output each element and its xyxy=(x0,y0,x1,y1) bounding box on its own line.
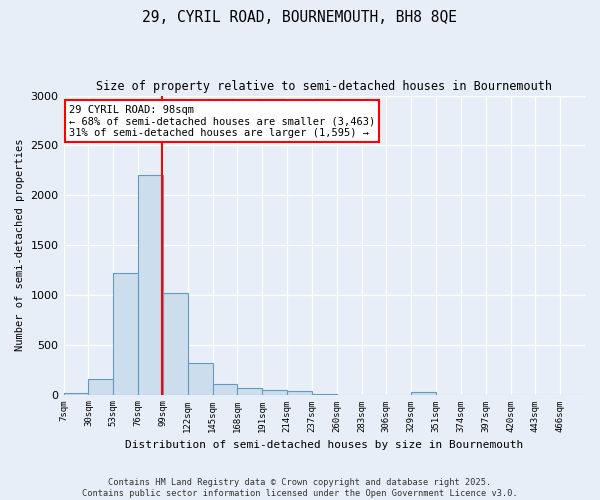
Bar xyxy=(287,391,312,394)
Bar xyxy=(262,390,287,394)
Bar xyxy=(88,378,113,394)
Bar xyxy=(212,384,238,394)
Text: Contains HM Land Registry data © Crown copyright and database right 2025.
Contai: Contains HM Land Registry data © Crown c… xyxy=(82,478,518,498)
Bar xyxy=(238,388,262,394)
Title: Size of property relative to semi-detached houses in Bournemouth: Size of property relative to semi-detach… xyxy=(96,80,552,93)
Bar xyxy=(188,362,212,394)
Text: 29, CYRIL ROAD, BOURNEMOUTH, BH8 8QE: 29, CYRIL ROAD, BOURNEMOUTH, BH8 8QE xyxy=(143,10,458,25)
Text: 29 CYRIL ROAD: 98sqm
← 68% of semi-detached houses are smaller (3,463)
31% of se: 29 CYRIL ROAD: 98sqm ← 68% of semi-detac… xyxy=(69,104,375,138)
Y-axis label: Number of semi-detached properties: Number of semi-detached properties xyxy=(15,139,25,352)
Bar xyxy=(411,392,436,394)
X-axis label: Distribution of semi-detached houses by size in Bournemouth: Distribution of semi-detached houses by … xyxy=(125,440,523,450)
Bar xyxy=(113,273,138,394)
Bar xyxy=(138,176,163,394)
Bar xyxy=(163,293,188,394)
Bar xyxy=(64,392,88,394)
